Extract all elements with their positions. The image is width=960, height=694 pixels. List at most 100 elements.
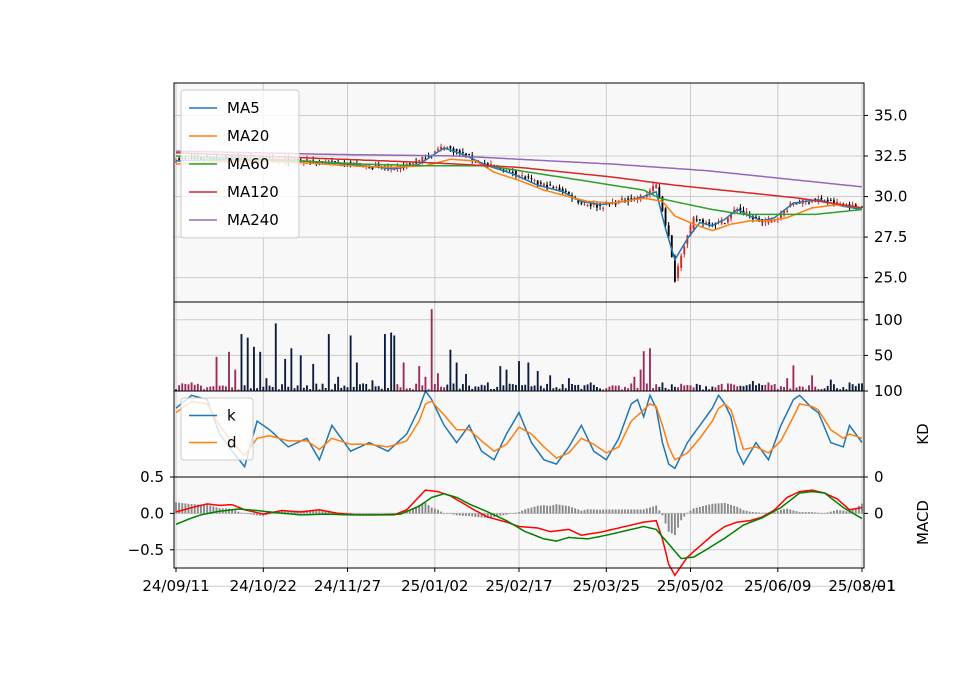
- macd-histogram-bar: [614, 509, 617, 514]
- macd-histogram-bar: [608, 509, 611, 514]
- candle-body: [795, 203, 798, 205]
- volume-bar: [680, 383, 683, 391]
- volume-bar: [193, 384, 196, 391]
- volume-bar: [530, 386, 533, 391]
- macd-histogram-bar: [427, 505, 430, 514]
- volume-bar: [309, 389, 312, 391]
- candle-body: [315, 161, 318, 164]
- macd-histogram-bar: [240, 512, 243, 514]
- macd-histogram-bar: [215, 507, 218, 514]
- volume-bar: [240, 334, 243, 391]
- volume-bar: [399, 387, 402, 391]
- macd-histogram-bar: [808, 512, 810, 514]
- volume-bar: [402, 362, 405, 391]
- macd-histogram-bar: [748, 511, 751, 514]
- volume-bar: [773, 384, 776, 391]
- volume-bar: [577, 384, 580, 391]
- macd-histogram-bar: [390, 513, 393, 514]
- candle-body: [692, 217, 695, 230]
- volume-bar: [349, 335, 352, 391]
- volume-bar: [508, 383, 511, 391]
- candle-body: [178, 158, 181, 161]
- legend-label-ma20: MA20: [227, 127, 269, 145]
- candle-body: [832, 200, 835, 204]
- macd-histogram-bar: [836, 509, 838, 514]
- volume-bar: [175, 389, 177, 391]
- volume-bar: [306, 385, 308, 391]
- candle-body: [524, 176, 527, 179]
- macd-histogram-bar: [583, 509, 586, 514]
- candle-body: [730, 213, 732, 219]
- macd-histogram-bar: [549, 505, 552, 514]
- macd-histogram-bar: [705, 505, 708, 514]
- volume-bar: [736, 386, 739, 391]
- macd-histogram-bar: [664, 513, 667, 524]
- legend-label-ma5: MA5: [227, 99, 260, 117]
- legend-label-ma60: MA60: [227, 155, 269, 173]
- macd-histogram-bar: [175, 502, 177, 514]
- macd-histogram-bar: [755, 512, 757, 514]
- x-tick-label: 25/06/09: [744, 577, 811, 595]
- macd-histogram-bar: [533, 506, 536, 514]
- volume-bar: [698, 384, 701, 391]
- candle-body: [755, 216, 757, 219]
- macd-histogram-bar: [714, 503, 717, 514]
- volume-bar: [739, 385, 742, 391]
- volume-bar: [627, 388, 630, 391]
- price-legend: [180, 89, 300, 239]
- macd-histogram-bar: [783, 509, 785, 514]
- macd-histogram-bar: [786, 508, 789, 514]
- macd-histogram-bar: [627, 509, 630, 514]
- macd-histogram-bar: [374, 513, 377, 514]
- candle-body: [543, 183, 545, 187]
- macd-histogram-bar: [680, 513, 683, 521]
- macd-histogram-bar: [365, 513, 368, 514]
- macd-histogram-bar: [200, 504, 202, 514]
- x-tick-label: 25/02/17: [485, 577, 552, 595]
- candle-body: [814, 198, 817, 201]
- volume-bar: [346, 387, 349, 391]
- macd-histogram-bar: [851, 509, 854, 514]
- volume-bar: [493, 388, 495, 391]
- macd-histogram-bar: [368, 513, 371, 514]
- macd-histogram-bar: [249, 513, 252, 515]
- candle-body: [683, 246, 686, 255]
- volume-bar: [589, 382, 592, 391]
- y-tick-label: 0.0: [140, 504, 164, 522]
- volume-bar: [655, 384, 658, 391]
- macd-histogram-bar: [253, 513, 255, 515]
- macd-histogram-bar: [652, 506, 655, 514]
- macd-histogram-bar: [564, 505, 567, 514]
- volume-bar: [421, 385, 424, 391]
- macd-histogram-bar: [371, 513, 374, 514]
- volume-bar: [206, 387, 209, 391]
- volume-bar: [496, 386, 499, 391]
- volume-bar: [692, 387, 695, 391]
- volume-bar: [549, 375, 552, 391]
- volume-bar: [596, 387, 598, 391]
- macd-histogram-bar: [440, 511, 442, 514]
- macd-histogram-bar: [630, 509, 633, 514]
- volume-bar: [505, 369, 508, 391]
- candle-body: [458, 150, 461, 154]
- macd-histogram-bar: [758, 512, 761, 514]
- volume-bar: [804, 389, 807, 391]
- macd-histogram-bar: [857, 505, 860, 514]
- legend-label-d: d: [227, 434, 237, 452]
- y-tick-label: 100: [874, 382, 903, 400]
- candle-body: [527, 176, 530, 178]
- candle-body: [334, 161, 336, 163]
- macd-histogram-bar: [405, 511, 408, 514]
- candle-body: [583, 203, 586, 205]
- volume-bar: [854, 386, 857, 391]
- macd-histogram-bar: [592, 509, 595, 514]
- candle-body: [511, 171, 514, 174]
- volume-bar: [645, 383, 648, 391]
- volume-bar: [767, 382, 770, 391]
- volume-bar: [624, 386, 626, 391]
- volume-bar: [514, 384, 517, 391]
- y-tick-label: 0.5: [140, 468, 164, 486]
- volume-bar: [580, 388, 583, 391]
- macd-histogram-bar: [779, 509, 782, 514]
- candle-body: [546, 184, 549, 189]
